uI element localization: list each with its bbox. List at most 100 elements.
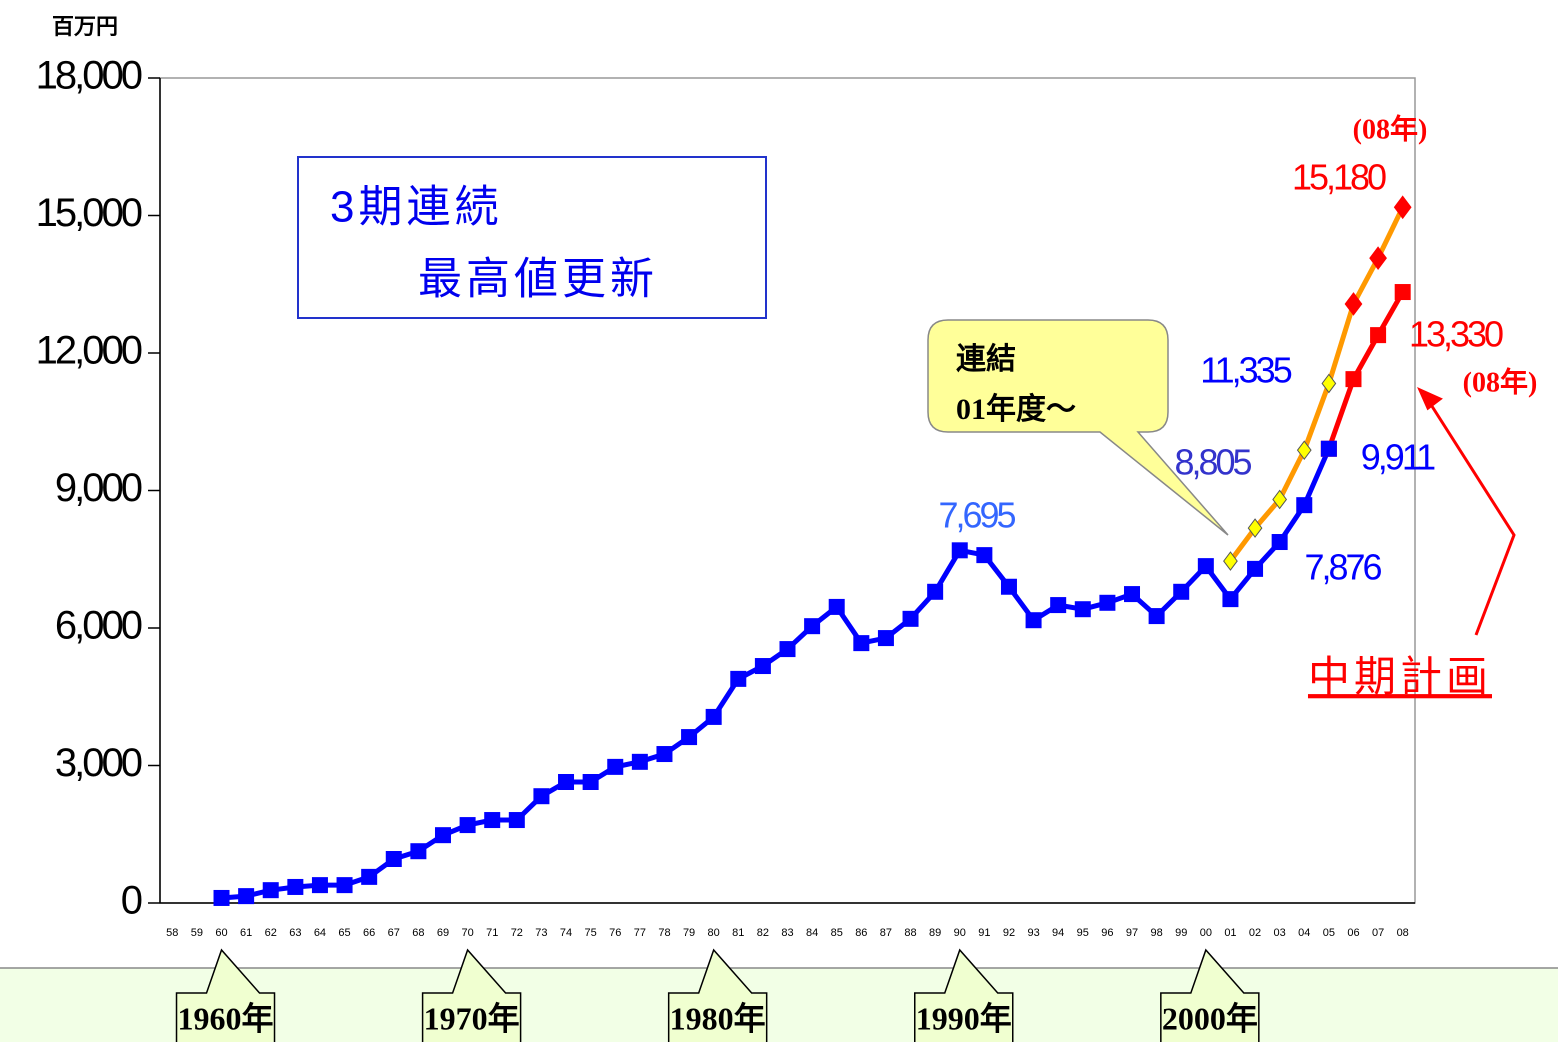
- x-tick-label: 76: [609, 927, 621, 939]
- value-label: 7,695: [938, 495, 1015, 536]
- marker: [877, 630, 894, 647]
- marker: [262, 882, 279, 899]
- x-tick-label: 86: [855, 927, 867, 939]
- value-label: 7,876: [1304, 547, 1381, 588]
- marker: [976, 547, 993, 564]
- decade-box: [667, 948, 768, 1042]
- x-tick-label: 99: [1175, 927, 1187, 939]
- x-tick-label: 73: [535, 927, 547, 939]
- y-tick-label: 0: [121, 879, 142, 923]
- x-tick-label: 84: [806, 927, 818, 939]
- x-tick-label: 07: [1372, 927, 1384, 939]
- marker: [1344, 292, 1363, 316]
- x-tick-label: 70: [461, 927, 473, 939]
- marker: [508, 812, 525, 829]
- year-note: (08年): [1463, 365, 1538, 398]
- marker: [804, 618, 821, 635]
- marker: [238, 888, 255, 905]
- marker: [656, 746, 673, 763]
- marker: [1222, 591, 1239, 608]
- x-tick-label: 78: [658, 927, 670, 939]
- unit-label: 百万円: [52, 14, 118, 39]
- x-tick-label: 97: [1126, 927, 1138, 939]
- y-tick-label: 18,000: [36, 54, 142, 98]
- x-tick-label: 94: [1052, 927, 1064, 939]
- x-tick-label: 60: [215, 927, 227, 939]
- x-tick-label: 66: [363, 927, 375, 939]
- x-tick-label: 67: [388, 927, 400, 939]
- x-tick-label: 85: [831, 927, 843, 939]
- y-tick-label: 9,000: [55, 466, 142, 510]
- x-tick-label: 87: [880, 927, 892, 939]
- marker: [1321, 373, 1337, 394]
- x-tick-label: 81: [732, 927, 744, 939]
- x-tick-label: 06: [1347, 927, 1359, 939]
- plan-arrowhead: [1417, 387, 1443, 411]
- box-text: 3期連続: [330, 183, 502, 232]
- decade-label: 1960年: [178, 1000, 274, 1036]
- marker: [779, 641, 796, 658]
- callout: [927, 319, 1229, 536]
- marker: [951, 542, 968, 559]
- value-label: 13,330: [1409, 314, 1503, 355]
- marker: [1148, 608, 1165, 625]
- marker: [1025, 612, 1042, 629]
- x-tick-label: 63: [289, 927, 301, 939]
- x-tick-label: 00: [1200, 927, 1212, 939]
- x-tick-label: 69: [437, 927, 449, 939]
- marker: [1197, 558, 1214, 575]
- marker: [730, 670, 747, 687]
- x-tick-label: 08: [1397, 927, 1409, 939]
- x-tick-label: 64: [314, 927, 326, 939]
- x-tick-label: 61: [240, 927, 252, 939]
- x-tick-label: 01: [1224, 927, 1236, 939]
- plan-label: 中期計画: [1308, 653, 1492, 700]
- marker: [1370, 327, 1387, 344]
- marker: [1296, 440, 1312, 461]
- marker: [484, 812, 501, 829]
- marker: [582, 774, 599, 790]
- x-tick-label: 82: [757, 927, 769, 939]
- marker: [1000, 578, 1017, 595]
- y-tick-label: 6,000: [55, 604, 142, 648]
- value-label: 8,805: [1174, 442, 1251, 483]
- marker: [927, 583, 944, 600]
- marker: [828, 598, 845, 615]
- series-line: [1326, 290, 1405, 450]
- marker: [1394, 284, 1411, 301]
- x-tick-label: 90: [954, 927, 966, 939]
- marker: [434, 827, 451, 844]
- marker: [1296, 497, 1313, 514]
- value-label: 11,335: [1200, 350, 1291, 391]
- decade-box: [1160, 948, 1260, 1042]
- y-tick-label: 12,000: [36, 329, 142, 373]
- y-tick-label: 15,000: [36, 191, 142, 235]
- marker: [1099, 594, 1116, 611]
- marker: [311, 877, 328, 894]
- value-label: 15,180: [1292, 157, 1386, 198]
- x-tick-label: 68: [412, 927, 424, 939]
- x-tick-label: 95: [1077, 927, 1089, 939]
- x-tick-label: 58: [166, 927, 178, 939]
- marker: [1320, 440, 1337, 457]
- decade-label: 1970年: [424, 1000, 520, 1036]
- x-tick-label: 96: [1101, 927, 1113, 939]
- x-tick-label: 71: [486, 927, 498, 939]
- x-tick-label: 79: [683, 927, 695, 939]
- marker: [385, 851, 402, 867]
- marker: [1247, 518, 1263, 538]
- x-tick-label: 65: [338, 927, 350, 939]
- marker: [336, 877, 353, 894]
- marker: [1271, 534, 1288, 551]
- y-tick-label: 3,000: [55, 741, 142, 785]
- x-tick-label: 77: [634, 927, 646, 939]
- marker: [410, 843, 427, 860]
- highlight-box: [297, 156, 767, 319]
- x-tick-label: 05: [1323, 927, 1335, 939]
- value-label: 9,911: [1361, 437, 1435, 478]
- marker: [1124, 586, 1141, 603]
- x-tick-label: 91: [978, 927, 990, 939]
- x-tick-label: 75: [585, 927, 597, 939]
- decade-box: [421, 948, 522, 1042]
